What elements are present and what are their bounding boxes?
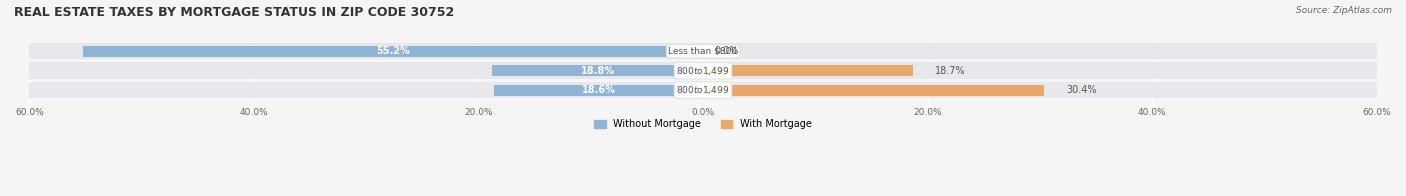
Text: 30.4%: 30.4% [1067,85,1097,95]
Text: Source: ZipAtlas.com: Source: ZipAtlas.com [1296,6,1392,15]
Bar [703,65,912,76]
Bar [703,85,1045,95]
Text: 55.2%: 55.2% [377,46,411,56]
Text: Less than $800: Less than $800 [668,47,738,56]
Text: 18.7%: 18.7% [935,66,966,76]
Legend: Without Mortgage, With Mortgage: Without Mortgage, With Mortgage [591,116,815,133]
Text: 18.6%: 18.6% [582,85,616,95]
Text: 0.0%: 0.0% [714,46,738,56]
Text: $800 to $1,499: $800 to $1,499 [676,65,730,77]
Bar [30,62,1376,79]
Text: REAL ESTATE TAXES BY MORTGAGE STATUS IN ZIP CODE 30752: REAL ESTATE TAXES BY MORTGAGE STATUS IN … [14,6,454,19]
Bar [492,65,703,76]
Bar [30,43,1376,59]
Bar [30,82,1376,98]
Text: 18.8%: 18.8% [581,66,614,76]
Bar [494,85,703,95]
Bar [83,46,703,57]
Text: $800 to $1,499: $800 to $1,499 [676,84,730,96]
